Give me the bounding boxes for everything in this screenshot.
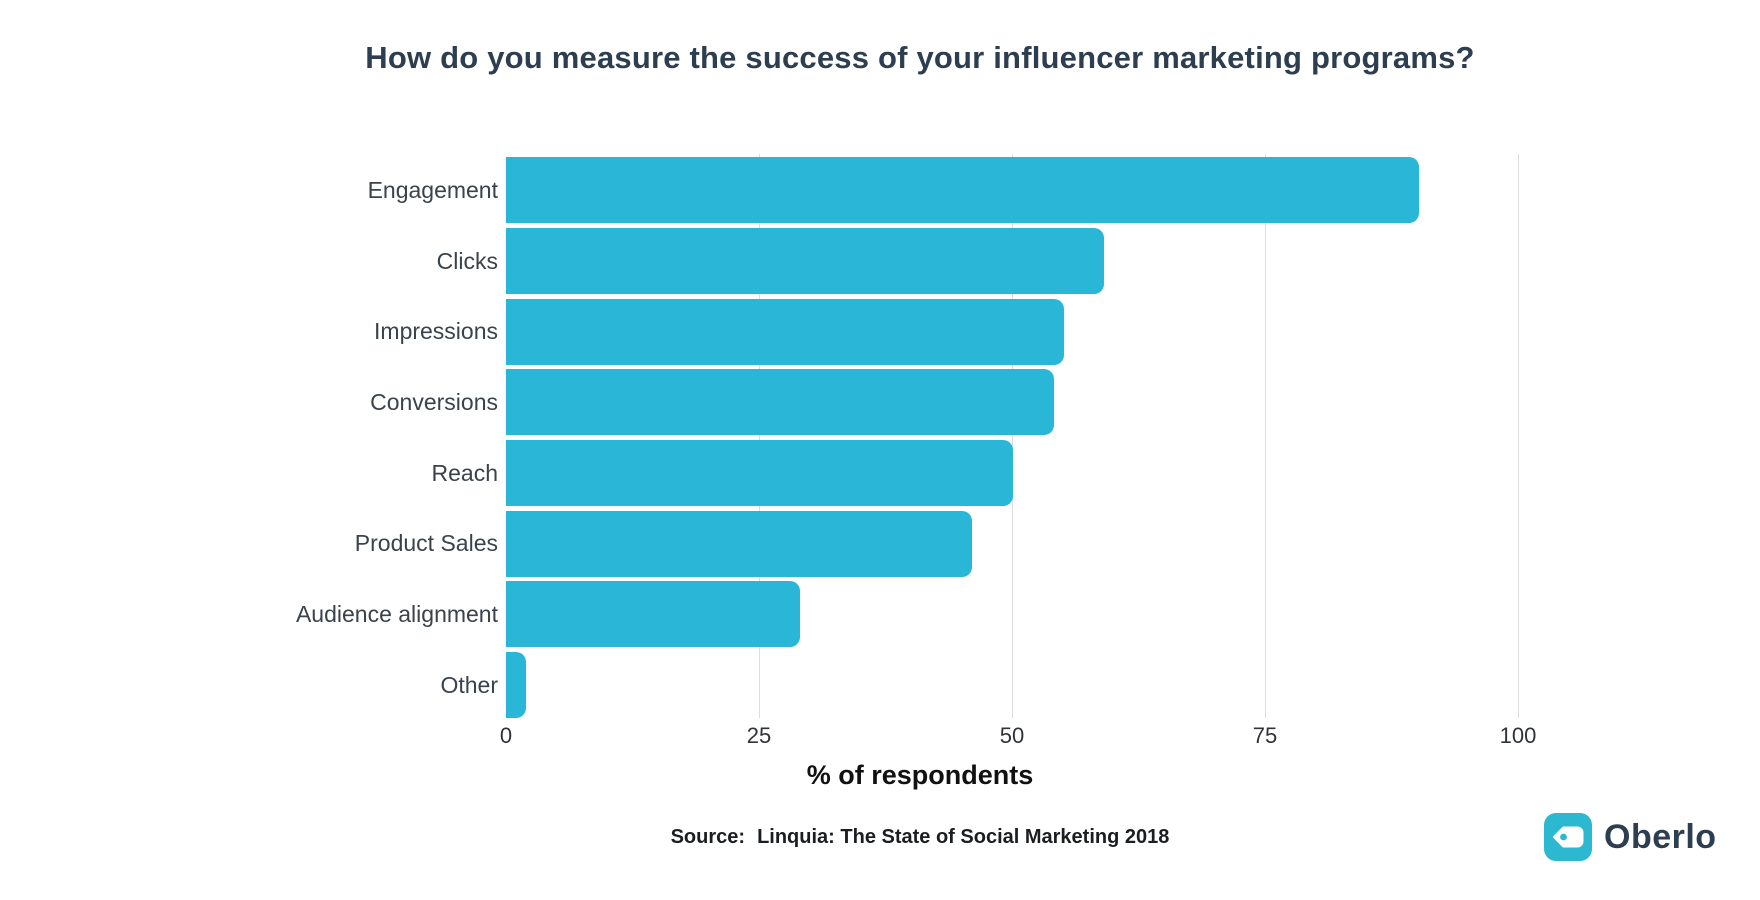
bar-clicks [506,228,1105,295]
bar-row: Product Sales [280,508,1520,579]
bar-track [506,369,1520,436]
bar-track [506,157,1520,224]
bar-conversions [506,369,1054,436]
bar-track [506,510,1520,577]
bar-reach [506,440,1013,507]
oberlo-logo-text: Oberlo [1604,817,1717,856]
chart-title: How do you measure the success of your i… [365,40,1475,75]
bar-track [506,440,1520,507]
source-label: Source: [670,826,746,848]
bar-row: Reach [280,438,1520,509]
bar-track [506,298,1520,365]
bar-row: Conversions [280,367,1520,438]
bar-impressions [506,298,1064,365]
x-axis: 0 25 50 75 100 [500,723,1536,751]
bar-track [506,228,1520,295]
category-label: Engagement [367,176,498,203]
bar-track [506,581,1520,648]
source-text: Linquia: The State of Social Marketing 2… [757,826,1170,848]
category-label: Reach [431,459,498,486]
x-axis-label: % of respondents [806,760,1034,790]
gridline-25 [759,154,760,718]
category-label: Audience alignment [295,600,498,627]
gridline-50 [1012,154,1013,718]
bar-row: Clicks [280,226,1520,297]
category-label: Product Sales [354,530,498,557]
bar-track [506,652,1520,719]
oberlo-logo: Oberlo [1544,812,1717,862]
price-tag-icon [1544,813,1592,861]
gridline-100 [1518,154,1519,718]
x-tick-25: 25 [746,723,772,748]
bar-row: Engagement [280,155,1520,226]
category-label: Conversions [370,388,498,415]
gridline-layer [506,154,1519,718]
category-label: Clicks [436,247,498,274]
x-tick-0: 0 [499,723,513,748]
bar-row: Impressions [280,296,1520,367]
x-tick-100: 100 [1499,723,1537,748]
bar-rows: Engagement Clicks Impressions Conversions Re… [280,155,1520,721]
category-label: Other [440,671,498,698]
source-caption: Source: Linquia: The State of Social Mark… [100,826,1740,849]
bar-row: Audience alignment [280,579,1520,650]
bar-row: Other [280,650,1520,721]
gridline-75 [1265,154,1266,718]
x-tick-75: 75 [1252,723,1278,748]
bar-other [506,652,527,719]
x-tick-50: 50 [999,723,1025,748]
bar-engagement [506,157,1419,224]
bar-product-sales [506,510,973,577]
category-label: Impressions [374,318,498,345]
bar-audience-alignment [506,581,801,648]
